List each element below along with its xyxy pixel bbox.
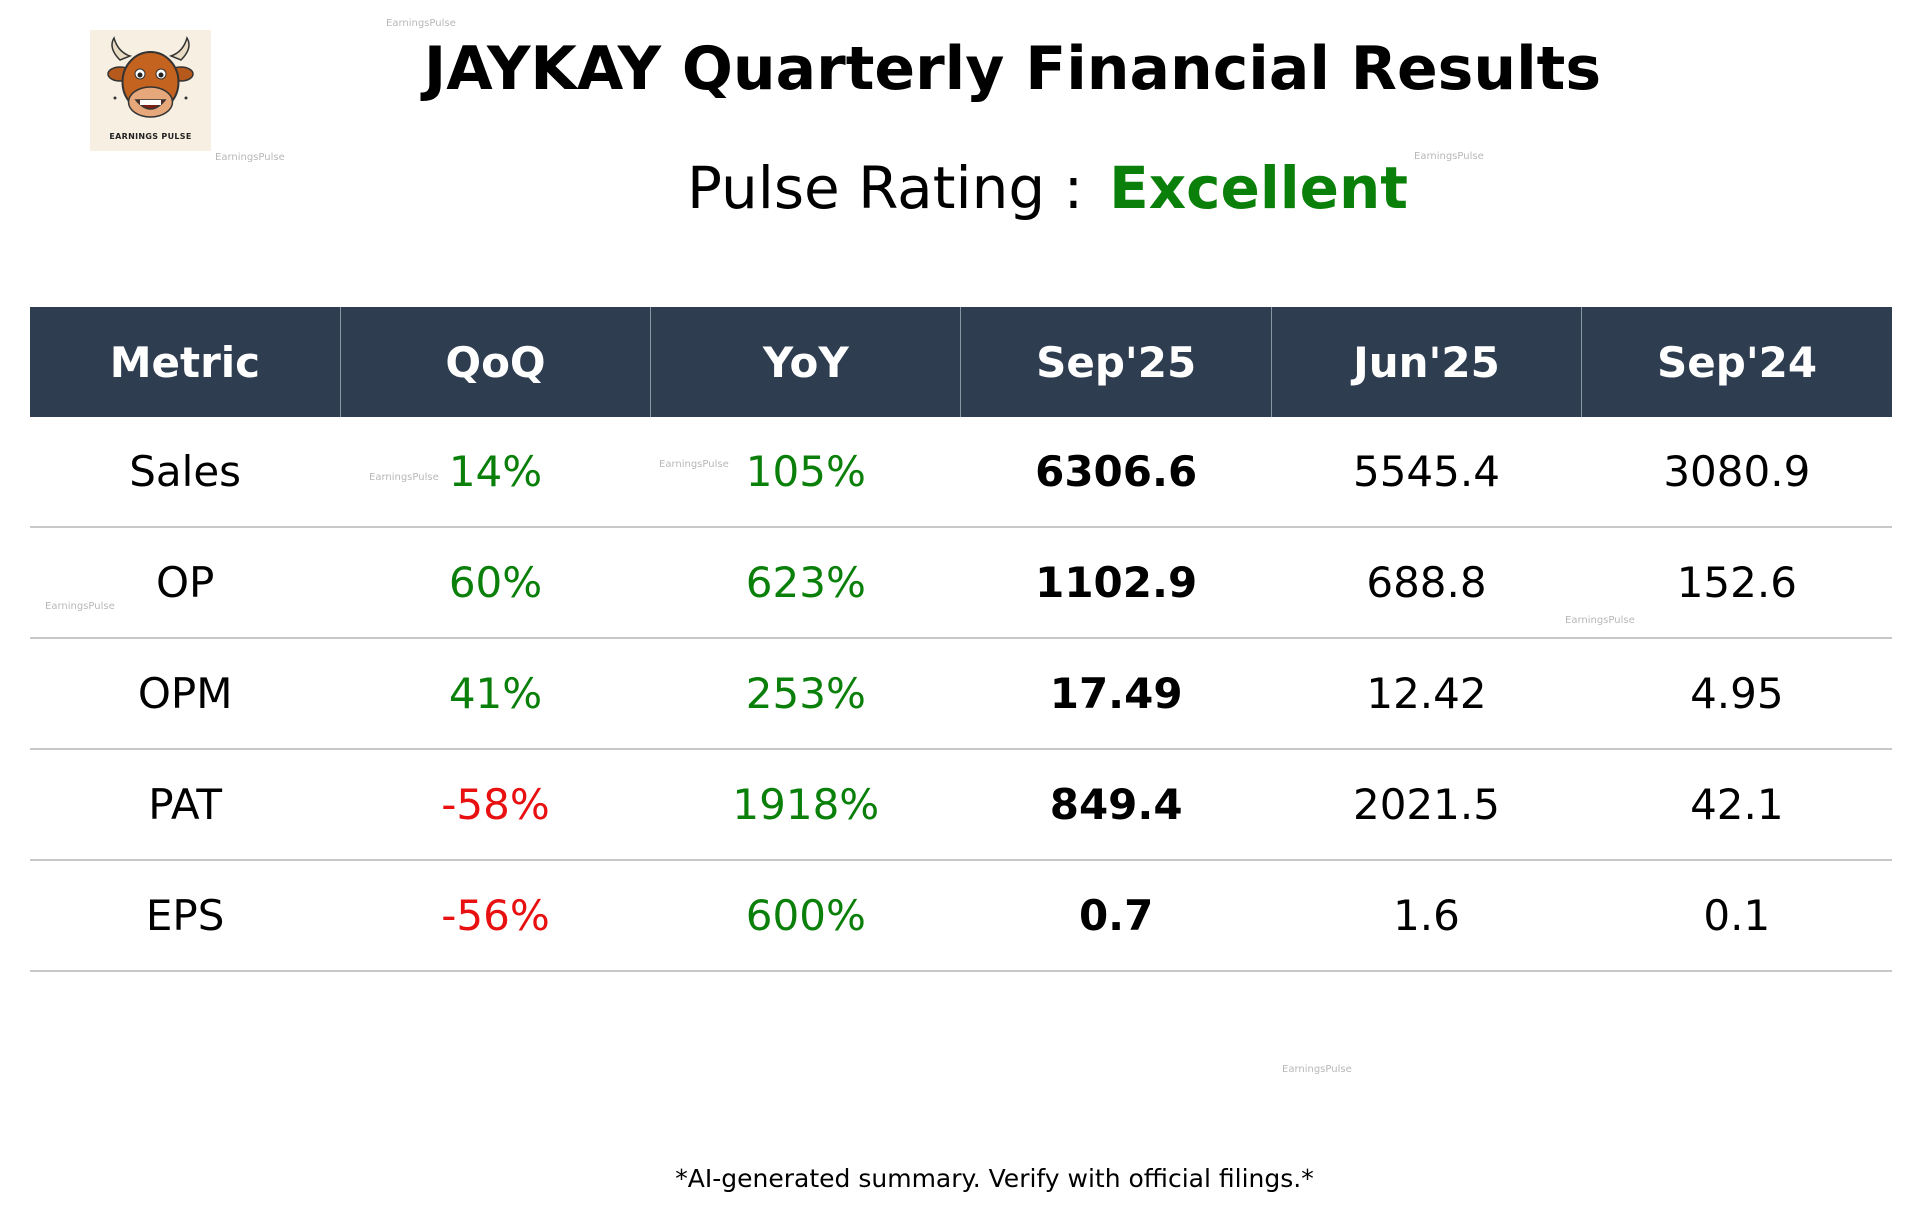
sep25-cell: 849.4	[960, 749, 1272, 861]
watermark: EarningsPulse	[215, 152, 285, 163]
table-row: OPM 41% 253% 17.49 12.42 4.95	[30, 638, 1892, 750]
column-header-qoq: QoQ	[340, 307, 652, 417]
column-header-metric: Metric	[30, 307, 341, 417]
yoy-cell: 105%	[650, 417, 961, 528]
qoq-cell: -56%	[340, 860, 651, 972]
sep24-cell: 4.95	[1581, 638, 1892, 750]
table-row: EPS -56% 600% 0.7 1.6 0.1	[30, 860, 1892, 972]
qoq-cell: 60%	[340, 527, 651, 639]
jun25-cell: 2021.5	[1271, 749, 1582, 861]
metric-cell: EPS	[30, 860, 341, 972]
jun25-cell: 5545.4	[1271, 417, 1582, 528]
table-row: PAT -58% 1918% 849.4 2021.5 42.1	[30, 749, 1892, 861]
disclaimer-footer: *AI-generated summary. Verify with offic…	[675, 1164, 1314, 1193]
yoy-cell: 253%	[650, 638, 961, 750]
pulse-rating: Pulse Rating : Excellent	[0, 154, 1919, 222]
qoq-cell: 41%	[340, 638, 651, 750]
jun25-cell: 12.42	[1271, 638, 1582, 750]
watermark: EarningsPulse	[369, 472, 439, 483]
qoq-cell: -58%	[340, 749, 651, 861]
sep25-cell: 0.7	[960, 860, 1272, 972]
metric-cell: OPM	[30, 638, 341, 750]
results-table: Metric QoQ YoY Sep'25 Jun'25 Sep'24 Sale…	[30, 307, 1892, 972]
sep24-cell: 3080.9	[1581, 417, 1892, 528]
jun25-cell: 1.6	[1271, 860, 1582, 972]
yoy-cell: 600%	[650, 860, 961, 972]
metric-cell: Sales	[30, 417, 341, 528]
watermark: EarningsPulse	[386, 18, 456, 29]
yoy-cell: 1918%	[650, 749, 961, 861]
metric-cell: PAT	[30, 749, 341, 861]
pulse-rating-label: Pulse Rating :	[686, 154, 1084, 222]
pulse-rating-value: Excellent	[1109, 154, 1409, 222]
column-header-sep24: Sep'24	[1581, 307, 1892, 417]
yoy-cell: 623%	[650, 527, 961, 639]
table-header-row: Metric QoQ YoY Sep'25 Jun'25 Sep'24	[30, 307, 1892, 417]
logo-text: EARNINGS PULSE	[109, 132, 192, 141]
watermark: EarningsPulse	[1282, 1064, 1352, 1075]
sep25-cell: 1102.9	[960, 527, 1272, 639]
sep24-cell: 42.1	[1581, 749, 1892, 861]
earnings-pulse-logo: EARNINGS PULSE	[90, 30, 211, 151]
table-row: Sales 14% 105% 6306.6 5545.4 3080.9	[30, 417, 1892, 528]
column-header-sep25: Sep'25	[960, 307, 1272, 417]
sep25-cell: 6306.6	[960, 417, 1272, 528]
sep24-cell: 0.1	[1581, 860, 1892, 972]
sep24-cell: 152.6	[1581, 527, 1892, 639]
column-header-jun25: Jun'25	[1271, 307, 1583, 417]
table-row: OP 60% 623% 1102.9 688.8 152.6	[30, 527, 1892, 639]
qoq-cell: 14%	[340, 417, 651, 528]
metric-cell: OP	[30, 527, 341, 639]
page-title: JAYKAY Quarterly Financial Results	[423, 34, 1602, 104]
bull-icon	[107, 36, 194, 118]
watermark: EarningsPulse	[45, 601, 115, 612]
sep25-cell: 17.49	[960, 638, 1272, 750]
watermark: EarningsPulse	[1414, 151, 1484, 162]
watermark: EarningsPulse	[1565, 615, 1635, 626]
jun25-cell: 688.8	[1271, 527, 1582, 639]
column-header-yoy: YoY	[650, 307, 962, 417]
watermark: EarningsPulse	[659, 459, 729, 470]
